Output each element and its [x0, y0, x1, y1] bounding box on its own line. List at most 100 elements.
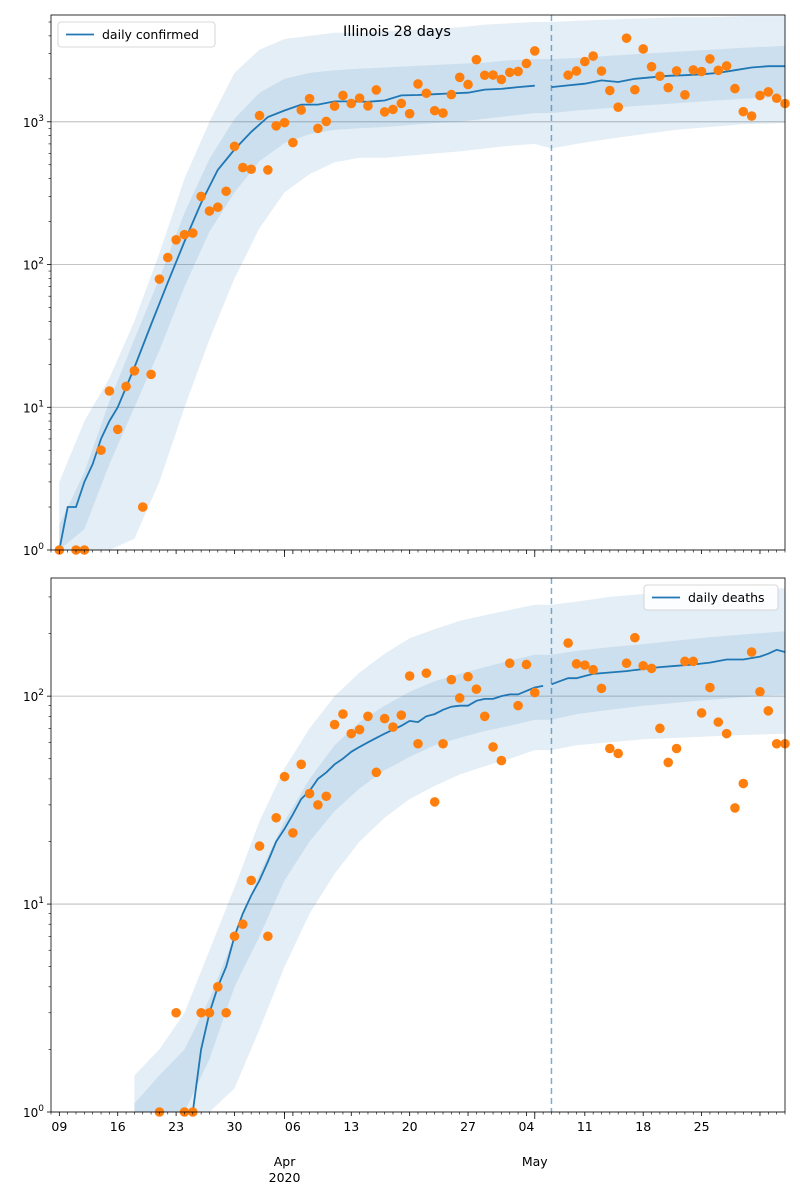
- observed-point: [755, 90, 765, 101]
- observed-point: [680, 656, 690, 667]
- observed-point: [746, 647, 757, 657]
- x-tick-label: 23: [168, 1119, 184, 1134]
- observed-point: [680, 90, 690, 100]
- observed-point: [238, 162, 248, 173]
- observed-point: [630, 632, 640, 643]
- plot-area: [134, 588, 785, 1112]
- x-tick-label: 18: [635, 1119, 651, 1134]
- observed-point: [713, 717, 724, 727]
- observed-point: [571, 659, 582, 669]
- observed-point: [321, 791, 332, 802]
- observed-point: [655, 723, 665, 734]
- observed-point: [121, 381, 131, 392]
- observed-point: [171, 1007, 181, 1018]
- observed-point: [613, 748, 623, 759]
- observed-point: [413, 79, 423, 89]
- observed-point: [671, 66, 682, 76]
- x-month-label: May: [522, 1154, 548, 1169]
- plot-area: [58, 16, 785, 550]
- observed-point: [663, 82, 674, 93]
- observed-point: [746, 111, 757, 121]
- observed-point: [463, 671, 473, 682]
- outer-band-forecast: [551, 588, 785, 751]
- observed-point: [296, 759, 307, 770]
- observed-point: [213, 982, 223, 992]
- observed-point: [663, 757, 674, 768]
- observed-point: [496, 74, 507, 85]
- y-tick-label: 102: [23, 688, 44, 704]
- observed-point: [738, 778, 749, 789]
- observed-point: [479, 711, 490, 722]
- observed-point: [279, 117, 290, 128]
- observed-point: [271, 121, 282, 131]
- legend: daily confirmed: [57, 21, 216, 48]
- observed-point: [304, 788, 315, 799]
- observed-point: [763, 706, 774, 716]
- observed-point: [630, 84, 640, 95]
- observed-point: [329, 719, 340, 730]
- x-tick-label: 27: [460, 1119, 476, 1134]
- observed-point: [580, 660, 590, 670]
- observed-point: [421, 668, 432, 678]
- observed-point: [721, 728, 732, 739]
- observed-point: [596, 683, 607, 694]
- observed-point: [404, 671, 415, 681]
- observed-point: [363, 101, 373, 111]
- observed-point: [705, 682, 715, 693]
- observed-point: [263, 931, 273, 942]
- observed-point: [388, 722, 398, 732]
- observed-point: [321, 116, 332, 127]
- observed-point: [713, 65, 724, 76]
- outer-band-fit: [59, 22, 552, 550]
- observed-point: [404, 108, 415, 119]
- observed-point: [379, 713, 390, 724]
- legend-label: daily deaths: [688, 590, 765, 605]
- observed-point: [613, 102, 623, 112]
- observed-point: [371, 767, 382, 778]
- observed-point: [738, 106, 749, 117]
- observed-point: [254, 110, 265, 121]
- observed-point: [421, 88, 432, 99]
- legend-box: [643, 584, 779, 611]
- x-year-label: 2020: [269, 1170, 301, 1185]
- observed-point: [646, 663, 657, 674]
- observed-point: [187, 228, 198, 238]
- observed-point: [563, 70, 573, 80]
- observed-point: [96, 445, 106, 456]
- observed-point: [730, 83, 740, 94]
- inner-band-forecast: [551, 631, 785, 720]
- observed-point: [179, 229, 190, 240]
- observed-point: [396, 710, 407, 720]
- observed-point: [162, 252, 173, 263]
- observed-point: [721, 61, 732, 71]
- observed-point: [429, 105, 440, 116]
- chart-panel-2: 100 101 102 daily deaths: [23, 577, 790, 1120]
- observed-point: [479, 70, 490, 81]
- observed-point: [379, 107, 390, 117]
- observed-point: [588, 51, 598, 61]
- observed-point: [521, 659, 532, 670]
- observed-point: [263, 165, 273, 175]
- inner-band-fit: [59, 59, 552, 550]
- observed-point: [529, 46, 540, 56]
- observed-point: [454, 72, 465, 83]
- observed-point: [388, 104, 398, 115]
- chart-title: Illinois 28 days: [343, 24, 451, 40]
- x-tick-label: 30: [227, 1119, 243, 1134]
- observed-point: [313, 123, 323, 134]
- observed-point: [471, 54, 482, 65]
- observed-point: [763, 87, 774, 97]
- observed-point: [254, 841, 265, 851]
- observed-point: [446, 89, 457, 100]
- observed-point: [621, 658, 632, 669]
- observed-point: [204, 206, 215, 216]
- outer-band-fit: [134, 604, 552, 1112]
- observed-point: [638, 660, 649, 671]
- x-tick-label: 20: [402, 1119, 418, 1134]
- observed-point: [346, 728, 357, 739]
- legend: daily deaths: [643, 584, 779, 611]
- x-month-label: Apr: [274, 1154, 296, 1169]
- observed-point: [346, 98, 357, 109]
